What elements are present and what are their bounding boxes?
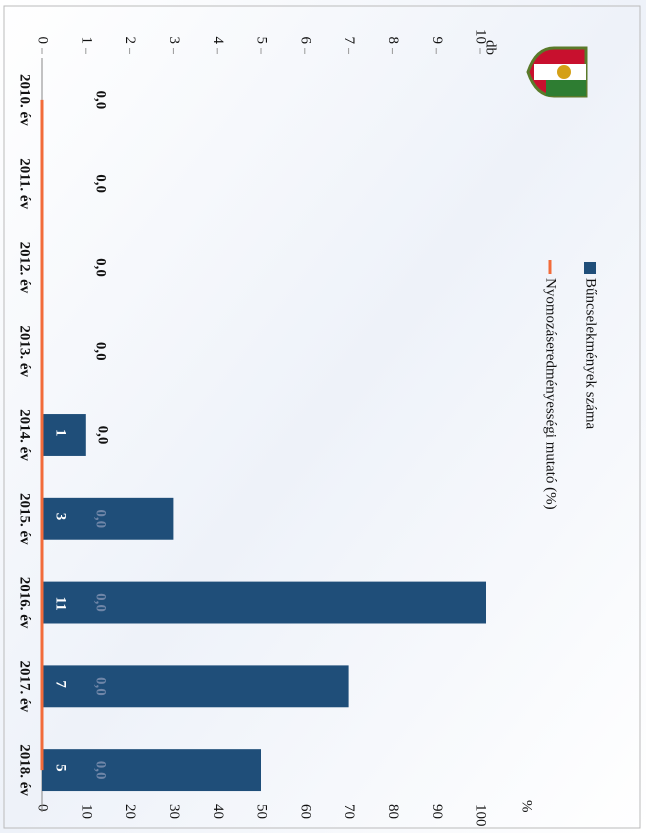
x-tick-label: 2014. év [17,409,33,461]
y2-tick-label: 10 [78,804,94,819]
y-tick-label: 7 [341,37,357,45]
y2-tick-label: 90 [429,804,445,819]
x-tick-label: 2011. év [17,158,33,209]
legend-label: Nyomozáseredményességi mutató (%) [543,278,559,510]
line-value-label: 0,0 [93,593,109,612]
x-tick-label: 2012. év [17,242,33,294]
y-tick-label: 9 [429,37,445,45]
bar-value-label: 5 [53,764,69,772]
y-axis-title: db [483,40,499,55]
line-value-label: 0,0 [93,342,109,361]
y2-tick-label: 50 [254,804,270,819]
chart: db % 0 1 2 3 4 5 6 7 8 9 100 10 20 30 40 50 60 70 80 90 1002… [17,29,599,827]
y2-tick-label: 40 [210,804,226,819]
y-tick-label: 4 [210,37,226,45]
x-tick-label: 2010. év [17,74,33,126]
line-value-label: 0,0 [93,258,109,277]
y-tick-label: 10 [473,29,489,44]
legend-swatch [584,262,596,274]
x-tick-label: 2015. év [17,493,33,545]
y-tick-label: 0 [35,37,51,45]
legend-label: Bűncselekmények száma [583,278,599,430]
y-tick-label: 5 [254,37,270,45]
y-tick-label: 3 [166,37,182,45]
bar [42,665,349,708]
logo [526,46,588,98]
y2-tick-label: 20 [122,804,138,819]
y-tick-label: 8 [385,37,401,45]
line-value-label: 0,0 [94,426,110,445]
line-value-label: 0,0 [93,677,109,696]
line-value-label: 0,0 [93,174,109,193]
y2-tick-label: 80 [385,804,401,819]
bar [42,749,261,792]
bar-value-label: 7 [53,680,69,688]
y2-axis-title: % [519,800,535,813]
bar-value-label: 1 [53,429,69,437]
bar-value-label: 11 [53,597,69,611]
bar [42,497,174,540]
plot-area [41,414,486,792]
y2-tick-label: 100 [473,804,489,827]
line-value-label: 0,0 [93,761,109,780]
line-value-label: 0,0 [93,509,109,528]
y2-tick-label: 70 [341,804,357,819]
x-tick-label: 2017. év [17,660,33,712]
y-tick-label: 2 [122,37,138,45]
line-value-label: 0,0 [93,91,109,110]
x-tick-label: 2018. év [17,744,33,796]
x-tick-label: 2016. év [17,577,33,629]
y-tick-label: 6 [297,37,313,45]
bar [41,414,86,456]
y2-tick-label: 30 [166,804,182,819]
y2-tick-label: 60 [297,804,313,819]
y2-tick-label: 0 [35,804,51,812]
bar-value-label: 3 [53,513,69,521]
y-tick-label: 1 [78,37,94,45]
bar [42,581,486,624]
frame [3,5,641,829]
x-tick-label: 2013. év [17,325,33,377]
